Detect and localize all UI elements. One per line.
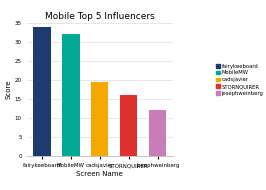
Bar [91, 82, 109, 156]
X-axis label: Screen Name: Screen Name [76, 171, 123, 177]
Bar [149, 110, 166, 156]
Title: Mobile Top 5 Influencers: Mobile Top 5 Influencers [45, 12, 155, 21]
Bar [33, 27, 51, 156]
Bar [62, 34, 80, 156]
Y-axis label: Score: Score [6, 80, 12, 99]
Legend: fairykeeboard, MobileMW, cadsjavier, STORNQUIRER, josephweinberg: fairykeeboard, MobileMW, cadsjavier, STO… [216, 64, 263, 96]
Bar [120, 95, 137, 156]
